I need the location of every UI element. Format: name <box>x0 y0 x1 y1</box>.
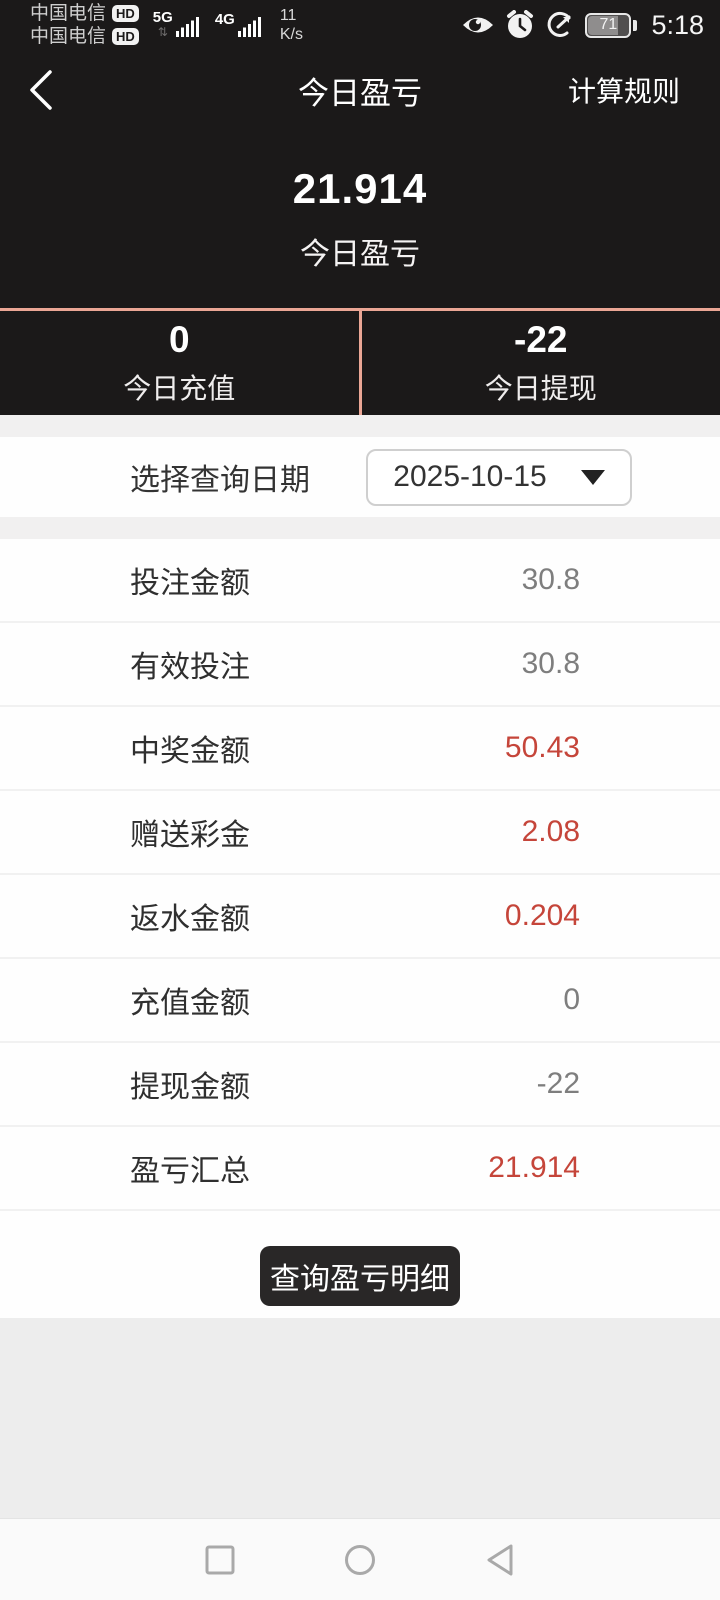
today-withdraw-value: -22 <box>514 319 568 360</box>
row-label: 有效投注 <box>130 651 250 684</box>
today-withdraw-cell: -22 今日提现 <box>362 311 720 415</box>
status-bar: 中国电信 HD 中国电信 HD 5G ⇅ 4G <box>0 0 720 50</box>
data-saver-icon <box>548 11 571 37</box>
speed-value: 11 <box>279 7 297 24</box>
row-label: 赠送彩金 <box>130 819 250 852</box>
list-item: 投注金额 30.8 <box>0 539 720 623</box>
home-circle-icon <box>345 1544 375 1575</box>
today-recharge-label: 今日充值 <box>123 373 236 404</box>
today-recharge-value: 0 <box>168 319 190 360</box>
list-item: 有效投注 30.8 <box>0 623 720 707</box>
row-label: 充值金额 <box>130 987 250 1020</box>
row-value: 50.43 <box>504 731 580 764</box>
list-item: 充值金额 0 <box>0 959 720 1043</box>
battery-nub-icon <box>633 19 638 31</box>
android-navigation-bar <box>0 1518 720 1600</box>
section-divider <box>0 517 720 539</box>
back-nav-button[interactable] <box>470 1530 530 1590</box>
sim1-network-label: 5G <box>152 9 173 26</box>
list-item: 赠送彩金 2.08 <box>0 791 720 875</box>
query-profit-details-button[interactable]: 查询盈亏明细 <box>260 1246 460 1306</box>
sim2-network-label: 4G <box>214 11 235 28</box>
list-item: 返水金额 0.204 <box>0 875 720 959</box>
chevron-left-icon <box>30 70 52 110</box>
date-select-dropdown[interactable]: 2025-10-15 <box>366 448 632 506</box>
network-cluster: 5G ⇅ 4G <box>152 9 264 39</box>
signal-bars-icon <box>237 17 261 37</box>
chevron-down-icon <box>580 469 605 485</box>
carrier-name: 中国电信 <box>30 2 107 24</box>
selected-date: 2025-10-15 <box>393 460 547 493</box>
date-picker-label: 选择查询日期 <box>130 464 310 497</box>
list-item: 盈亏汇总 21.914 <box>0 1127 720 1211</box>
row-label: 投注金额 <box>130 567 250 600</box>
nav-bar: 今日盈亏 计算规则 <box>0 50 720 130</box>
profit-summary: 21.914 今日盈亏 <box>0 130 720 308</box>
today-grid: 0 今日充值 -22 今日提现 <box>0 308 720 415</box>
today-profit-value: 21.914 <box>292 165 428 212</box>
row-value: 30.8 <box>521 563 580 596</box>
carrier-name: 中国电信 <box>30 25 107 47</box>
sim1-indicator-icon: ⇅ <box>157 25 168 39</box>
row-value: 0.204 <box>504 899 580 932</box>
today-profit-label: 今日盈亏 <box>300 238 420 271</box>
bottom-spacer <box>0 1318 720 1518</box>
button-section: 查询盈亏明细 <box>0 1211 720 1318</box>
eye-icon <box>463 17 494 33</box>
carrier-block: 中国电信 HD 中国电信 HD <box>30 3 139 48</box>
row-value: 2.08 <box>521 815 580 848</box>
row-value: 21.914 <box>488 1151 580 1184</box>
section-divider <box>0 415 720 437</box>
row-label: 中奖金额 <box>130 735 250 768</box>
list-item: 提现金额 -22 <box>0 1043 720 1127</box>
status-icons: 71 5:18 <box>461 10 704 41</box>
recents-button[interactable] <box>190 1530 250 1590</box>
list-item: 中奖金额 50.43 <box>0 707 720 791</box>
back-triangle-icon <box>487 1544 513 1575</box>
row-label: 盈亏汇总 <box>130 1155 250 1188</box>
speed-unit: K/s <box>279 26 303 43</box>
today-withdraw-label: 今日提现 <box>484 373 597 404</box>
home-button[interactable] <box>330 1530 390 1590</box>
back-button[interactable] <box>26 65 76 115</box>
signal-bars-icon <box>175 17 199 37</box>
battery-percent: 71 <box>599 16 618 33</box>
page-title: 今日盈亏 <box>298 75 422 111</box>
status-time: 5:18 <box>651 9 704 40</box>
battery-icon: 71 <box>585 12 632 38</box>
detail-list: 投注金额 30.8 有效投注 30.8 中奖金额 50.43 赠送彩金 2.08 返水金额 0.2… <box>0 539 720 1211</box>
today-recharge-cell: 0 今日充值 <box>0 311 362 415</box>
row-label: 返水金额 <box>130 903 250 936</box>
alarm-clock-icon <box>507 10 534 38</box>
hd-badge-icon: HD <box>112 5 139 22</box>
row-value: -22 <box>536 1067 580 1100</box>
row-value: 30.8 <box>521 647 580 680</box>
row-label: 提现金额 <box>130 1071 250 1104</box>
network-speed: 11 K/s <box>280 6 303 44</box>
calculation-rules-link[interactable]: 计算规则 <box>567 76 680 107</box>
recents-square-icon <box>205 1545 235 1574</box>
hd-badge-icon: HD <box>112 28 139 45</box>
date-picker-section: 选择查询日期 2025-10-15 <box>0 437 720 517</box>
row-value: 0 <box>563 983 580 1016</box>
